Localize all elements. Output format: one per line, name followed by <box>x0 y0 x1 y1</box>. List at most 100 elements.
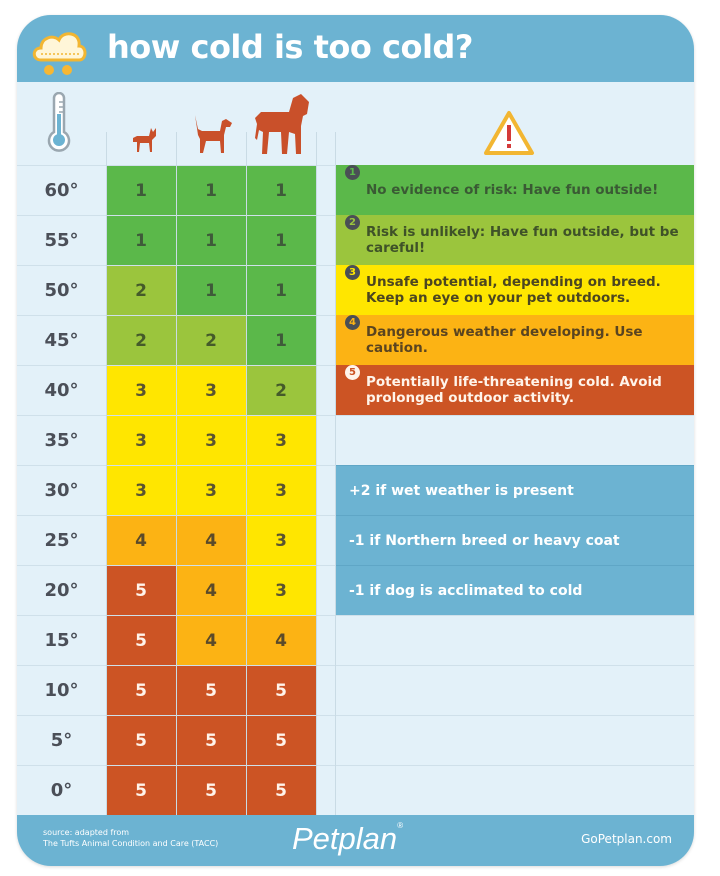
page-title: how cold is too cold? <box>107 28 473 66</box>
infographic-card: how cold is too cold? <box>17 15 694 866</box>
temperature-label: 15° <box>44 630 79 651</box>
temperature-label: 35° <box>44 430 79 451</box>
risk-cell: 5 <box>106 716 176 766</box>
risk-cell: 5 <box>246 666 316 716</box>
column-header-row <box>17 82 694 165</box>
risk-cell: 4 <box>176 566 246 616</box>
brand-name: Petplan <box>292 821 398 856</box>
risk-cell: 5 <box>246 716 316 766</box>
legend-text: Unsafe potential, depending on breed. Ke… <box>366 274 661 306</box>
source-line-2: The Tufts Animal Condition and Care (TAC… <box>43 839 219 848</box>
risk-cell: 3 <box>176 416 246 466</box>
table-row: 40° 3 3 2 <box>17 365 694 416</box>
risk-cell: 3 <box>106 466 176 516</box>
level-number-badge: 5 <box>345 365 360 380</box>
divider <box>246 165 247 815</box>
small-dog-icon <box>133 128 156 152</box>
temperature-label: 0° <box>50 780 73 801</box>
temperature-label: 55° <box>44 230 79 251</box>
divider <box>176 132 177 165</box>
thermometer-icon <box>47 92 71 152</box>
temperature-label: 60° <box>44 180 79 201</box>
risk-cell: 3 <box>176 366 246 416</box>
risk-cell: 3 <box>106 366 176 416</box>
legend-item-1: 1 No evidence of risk: Have fun outside! <box>335 165 694 215</box>
legend-item-4: 4 Dangerous weather developing. Use cauti… <box>335 315 694 365</box>
table-row: 55° 1 1 1 <box>17 215 694 266</box>
table-row: 10° 5 5 5 <box>17 665 694 716</box>
warning-triangle-icon <box>484 111 534 155</box>
modifier-note: +2 if wet weather is present <box>335 465 694 515</box>
risk-cell: 5 <box>106 666 176 716</box>
legend-text: Potentially life-threatening cold. Avoid… <box>366 374 662 406</box>
level-number-badge: 4 <box>345 315 360 330</box>
table-row: 30° 3 3 3 <box>17 465 694 516</box>
risk-cell: 5 <box>176 666 246 716</box>
risk-cell: 1 <box>176 216 246 266</box>
risk-cell: 5 <box>106 616 176 666</box>
divider <box>106 165 107 815</box>
risk-cell: 5 <box>106 566 176 616</box>
footer: source: adapted from The Tufts Animal Co… <box>17 815 694 866</box>
risk-cell: 1 <box>246 166 316 216</box>
risk-cell: 4 <box>176 516 246 566</box>
brand-mark: ® <box>397 821 404 830</box>
risk-cell: 1 <box>106 166 176 216</box>
risk-cell: 1 <box>246 316 316 366</box>
risk-cell: 1 <box>246 216 316 266</box>
modifier-note: -1 if dog is acclimated to cold <box>335 565 694 615</box>
divider <box>106 132 107 165</box>
temperature-label: 25° <box>44 530 79 551</box>
risk-cell: 5 <box>176 716 246 766</box>
temperature-label: 50° <box>44 280 79 301</box>
legend-text: No evidence of risk: Have fun outside! <box>366 182 659 198</box>
temperature-label: 5° <box>50 730 73 751</box>
risk-cell: 2 <box>106 316 176 366</box>
divider <box>176 165 177 815</box>
risk-cell: 3 <box>106 416 176 466</box>
large-dog-icon <box>255 94 309 154</box>
risk-cell: 2 <box>176 316 246 366</box>
risk-cell: 3 <box>246 516 316 566</box>
divider <box>316 132 317 165</box>
legend-item-2: 2 Risk is unlikely: Have fun outside, but… <box>335 215 694 265</box>
level-number-badge: 1 <box>345 165 360 180</box>
level-number-badge: 3 <box>345 265 360 280</box>
medium-dog-icon <box>195 115 232 153</box>
risk-cell: 3 <box>246 416 316 466</box>
risk-cell: 4 <box>106 516 176 566</box>
table-row: 35° 3 3 3 <box>17 415 694 466</box>
table-row: 5° 5 5 5 <box>17 715 694 766</box>
snow-cloud-icon <box>32 32 87 75</box>
temperature-label: 20° <box>44 580 79 601</box>
risk-cell: 5 <box>246 766 316 816</box>
risk-cell: 2 <box>246 366 316 416</box>
temperature-label: 30° <box>44 480 79 501</box>
table-row: 15° 5 4 4 <box>17 615 694 666</box>
table-row: 25° 4 4 3 <box>17 515 694 566</box>
risk-cell: 4 <box>246 616 316 666</box>
divider <box>335 132 336 165</box>
risk-cell: 1 <box>246 266 316 316</box>
source-line-1: source: adapted from <box>43 828 130 837</box>
risk-cell: 1 <box>106 216 176 266</box>
legend-item-3: 3 Unsafe potential, depending on breed. K… <box>335 265 694 315</box>
risk-cell: 5 <box>176 766 246 816</box>
level-number-badge: 2 <box>345 215 360 230</box>
temperature-label: 45° <box>44 330 79 351</box>
temperature-label: 40° <box>44 380 79 401</box>
source-note: source: adapted from The Tufts Animal Co… <box>43 827 218 849</box>
risk-cell: 4 <box>176 616 246 666</box>
divider <box>246 132 247 165</box>
divider <box>316 165 317 815</box>
modifier-note: -1 if Northern breed or heavy coat <box>335 515 694 565</box>
risk-cell: 5 <box>106 766 176 816</box>
header: how cold is too cold? <box>17 15 694 82</box>
risk-cell: 1 <box>176 166 246 216</box>
table-row: 50° 2 1 1 <box>17 265 694 316</box>
website-link[interactable]: GoPetplan.com <box>581 832 672 846</box>
risk-cell: 3 <box>246 466 316 516</box>
table-row: 0° 5 5 5 <box>17 765 694 816</box>
divider <box>335 165 336 815</box>
brand-logo: Petplan® <box>292 821 403 857</box>
